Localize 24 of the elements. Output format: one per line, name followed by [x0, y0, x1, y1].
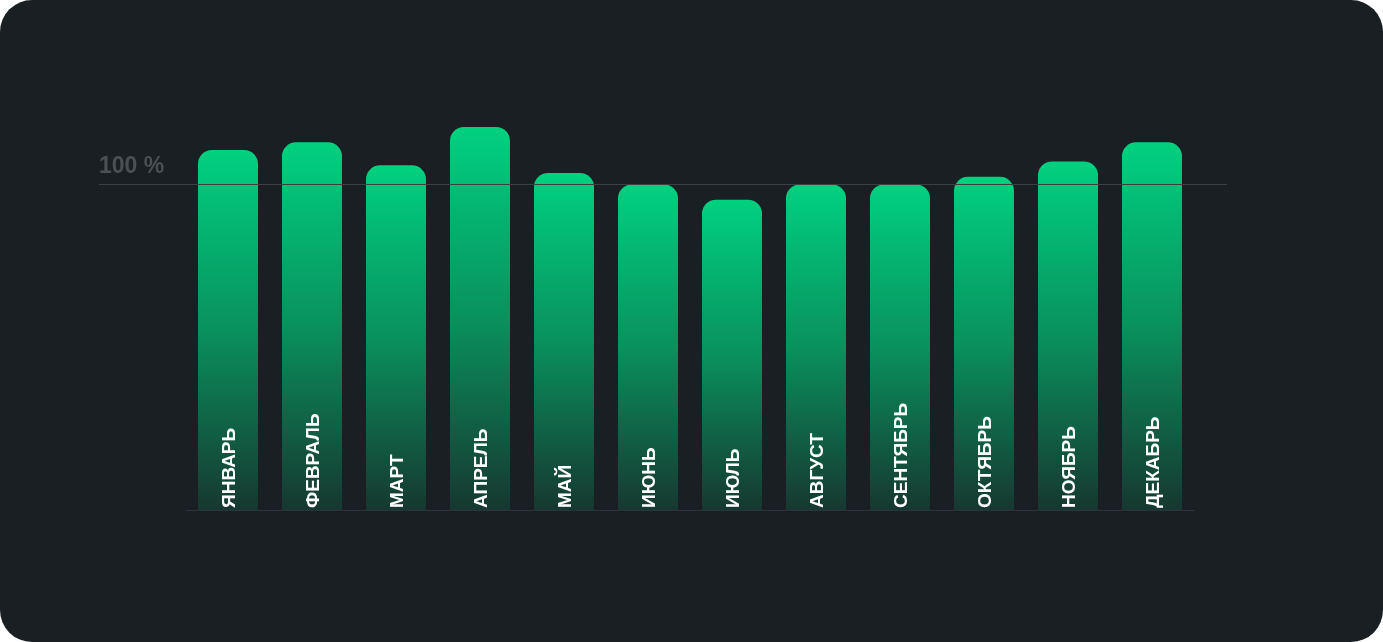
bar: [786, 184, 846, 510]
x-tick-label: ОКТЯБРЬ: [973, 416, 995, 508]
x-tick-label: МАРТ: [385, 454, 407, 508]
x-tick-label: ФЕВРАЛЬ: [301, 413, 323, 508]
bar: [534, 172, 594, 510]
x-tick-label: МАЙ: [553, 464, 575, 508]
x-tick-label: АВГУСТ: [805, 432, 827, 508]
bar: [282, 142, 342, 510]
bar: [870, 184, 930, 510]
bar: [450, 127, 510, 510]
x-tick-label: АПРЕЛЬ: [469, 428, 491, 508]
x-tick-label: ИЮЛЬ: [721, 448, 743, 508]
bar: [1122, 142, 1182, 510]
bar: [366, 165, 426, 510]
bar: [1038, 161, 1098, 510]
x-tick-label: ИЮНЬ: [637, 447, 659, 508]
x-tick-label: СЕНТЯБРЬ: [889, 402, 911, 508]
bar: [618, 184, 678, 510]
bar: [702, 199, 762, 510]
bar: [198, 149, 258, 510]
bar: [954, 176, 1014, 510]
x-tick-label: ДЕКАБРЬ: [1141, 416, 1163, 508]
x-tick-label: НОЯБРЬ: [1057, 426, 1079, 508]
x-tick-label: ЯНВАРЬ: [217, 427, 239, 508]
